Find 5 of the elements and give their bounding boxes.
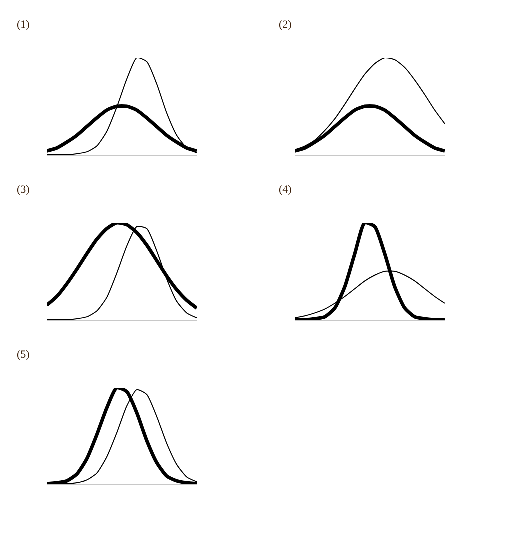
chart-title: (5) (17, 349, 30, 361)
chart-title: (3) (17, 184, 30, 196)
chart-title: (2) (279, 19, 292, 31)
chart-title: (1) (17, 19, 30, 31)
chart-title: (4) (279, 184, 292, 196)
